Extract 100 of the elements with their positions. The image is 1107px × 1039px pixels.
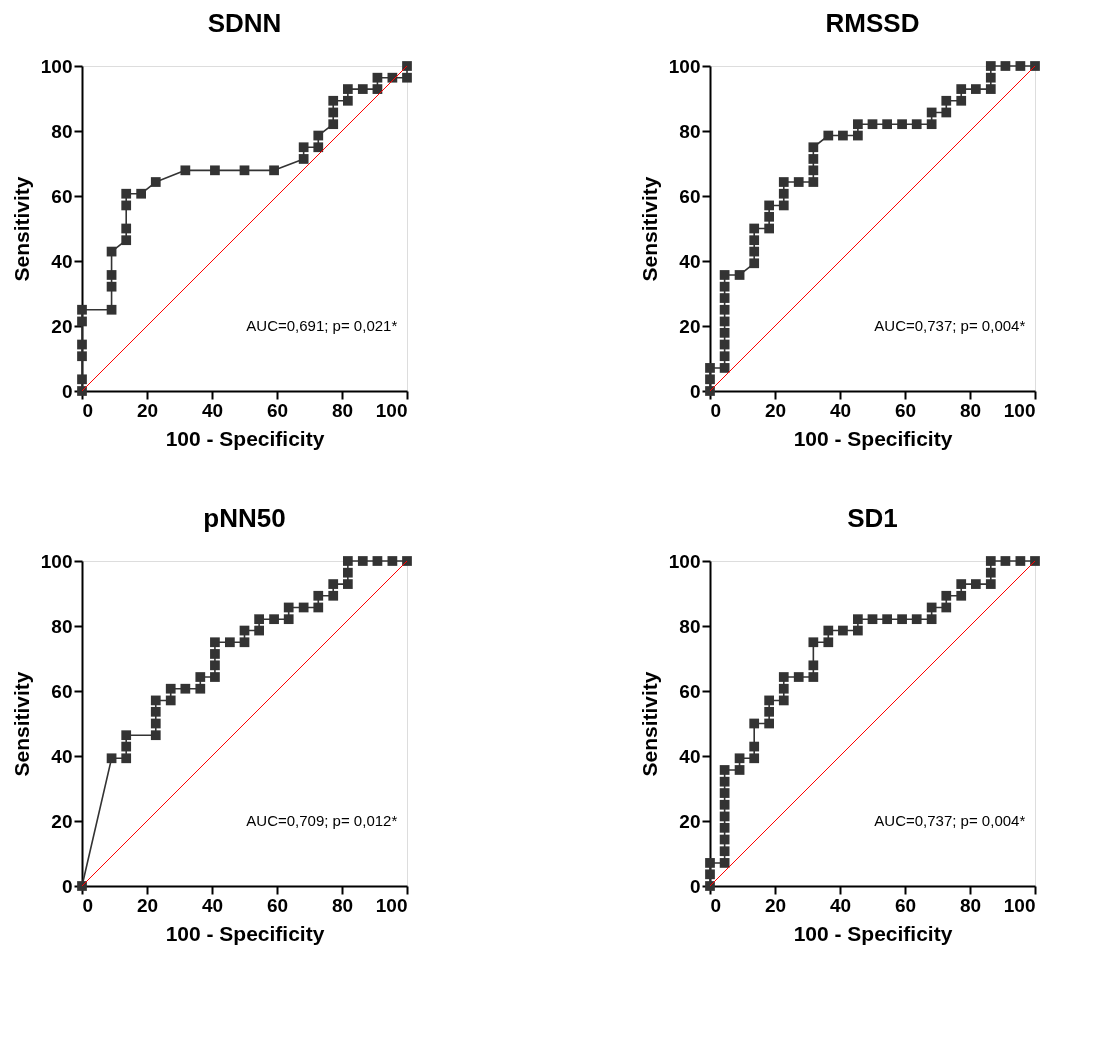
x-tick-label: 80 (959, 894, 982, 916)
point (719, 858, 730, 868)
x-tick-label: 0 (82, 399, 94, 421)
point (719, 776, 730, 787)
point (985, 579, 996, 589)
point (121, 200, 132, 211)
x-tick-label: 100 (1003, 894, 1036, 916)
y-tick-label: 20 (679, 810, 701, 832)
point (1000, 61, 1011, 71)
y-tick-label: 40 (679, 745, 701, 767)
y-tick-label: 0 (61, 380, 73, 402)
x-tick-label: 20 (136, 399, 159, 421)
point (150, 730, 161, 741)
point (808, 660, 819, 671)
point (402, 556, 412, 566)
x-tick-label: 60 (894, 894, 917, 916)
point (313, 142, 324, 153)
x-tick-label: 100 (375, 894, 408, 916)
point (328, 579, 339, 589)
point (283, 602, 294, 613)
point (121, 730, 132, 741)
point (926, 107, 937, 118)
point (210, 649, 220, 659)
point (121, 753, 132, 764)
point (941, 107, 952, 118)
point (719, 351, 730, 362)
point (749, 235, 760, 246)
point (210, 637, 220, 648)
point (1015, 556, 1026, 566)
chart-title: RMSSD (825, 8, 920, 38)
y-tick-label: 0 (61, 875, 73, 897)
point (77, 339, 87, 350)
point (926, 119, 937, 130)
point (328, 590, 339, 601)
point (121, 223, 132, 234)
point (764, 718, 775, 729)
point (956, 590, 967, 601)
annotation: AUC=0,691; p= 0,021* (246, 317, 398, 334)
point (823, 637, 834, 648)
point (298, 602, 309, 613)
x-tick-label: 20 (136, 894, 159, 916)
x-tick-label: 80 (331, 399, 354, 421)
point (808, 177, 819, 187)
y-axis-title: Sensitivity (637, 671, 661, 777)
point (985, 61, 996, 71)
point (956, 579, 967, 589)
y-tick-label: 80 (51, 615, 73, 637)
x-tick-label: 80 (331, 894, 354, 916)
point (283, 614, 294, 625)
point (77, 881, 87, 891)
point (225, 637, 235, 648)
point (749, 718, 760, 729)
point (882, 614, 892, 625)
point (180, 165, 191, 176)
x-tick-label: 40 (201, 894, 224, 916)
point (298, 154, 309, 164)
chart-title: pNN50 (203, 503, 286, 533)
point (150, 695, 161, 706)
point (106, 281, 117, 292)
point (269, 165, 279, 176)
point (357, 84, 368, 94)
point (808, 142, 819, 153)
point (705, 363, 715, 373)
point (911, 614, 922, 625)
point (941, 590, 952, 601)
point (749, 223, 760, 234)
point (985, 567, 996, 578)
point (985, 72, 996, 83)
point (328, 95, 339, 106)
point (719, 765, 730, 775)
point (970, 579, 981, 589)
point (719, 327, 730, 338)
x-tick-label: 40 (201, 399, 224, 421)
y-tick-label: 80 (679, 120, 701, 142)
point (372, 72, 383, 83)
point (941, 602, 952, 613)
x-tick-label: 0 (710, 894, 722, 916)
y-tick-label: 80 (679, 615, 701, 637)
point (372, 556, 383, 566)
chart-title: SD1 (847, 503, 898, 533)
point (77, 351, 87, 362)
point (719, 270, 730, 280)
y-tick-label: 40 (51, 745, 73, 767)
x-tick-label: 40 (829, 894, 852, 916)
point (897, 119, 907, 130)
point (342, 556, 353, 566)
point (210, 660, 220, 671)
point (342, 95, 353, 106)
point (793, 177, 804, 187)
point (269, 614, 279, 625)
y-tick-label: 0 (689, 380, 701, 402)
point (867, 119, 878, 130)
point (970, 84, 981, 94)
chart-title: SDNN (207, 8, 282, 38)
x-axis-title: 100 - Specificity (793, 426, 953, 450)
point (402, 72, 412, 83)
point (705, 374, 715, 385)
y-tick-label: 20 (679, 315, 701, 337)
point (150, 718, 161, 729)
point (165, 683, 176, 694)
